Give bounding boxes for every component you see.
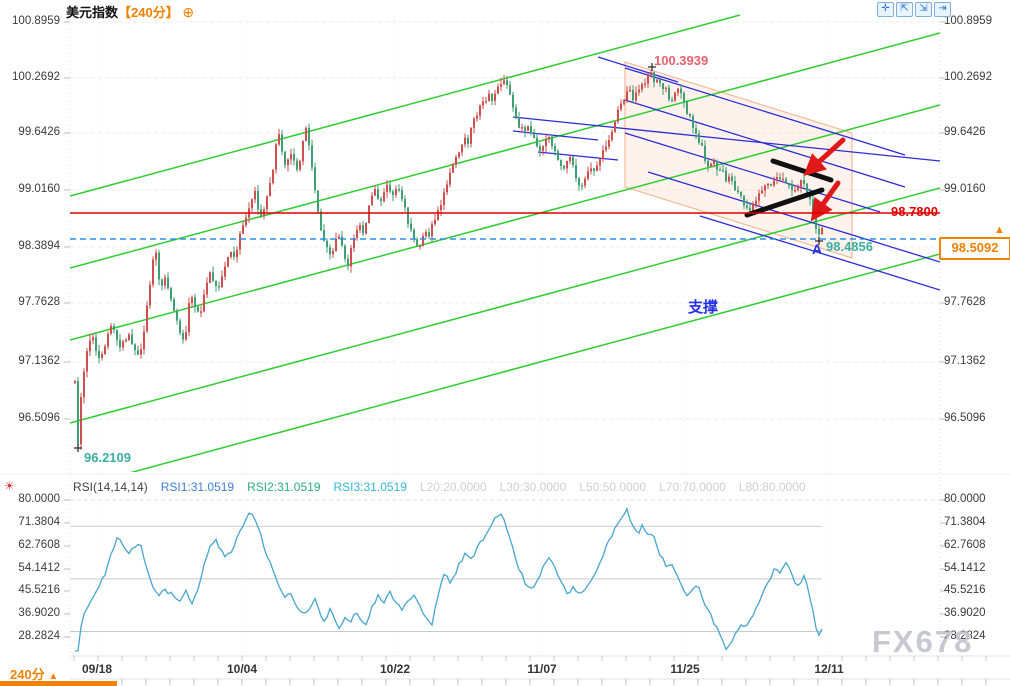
rsi-axis-left-label: 36.9020: [18, 607, 60, 619]
recent-low-annotation: 98.4856: [826, 239, 873, 254]
chart-toolbar: ✛ ⇱ ⇲ ⇥: [877, 2, 951, 17]
price-axis-left-label: 97.1362: [18, 355, 60, 367]
rsi-legend-item: L80:80.0000: [738, 480, 806, 494]
price-axis-left-label: 96.5096: [18, 412, 60, 424]
a-wave-marker: A: [812, 241, 823, 257]
rsi-legend-item: L50:50.0000: [579, 480, 647, 494]
zoom-main-window-icon[interactable]: ⇲: [915, 2, 932, 17]
date-axis-label: 12/11: [814, 662, 844, 676]
rsi-axis-right-label: 71.3804: [944, 516, 986, 528]
rsi-axis-left-label: 71.3804: [18, 516, 60, 528]
rsi-axis-right-label: 45.5216: [944, 584, 986, 596]
date-axis-label: 11/25: [670, 662, 700, 676]
indicator-settings-icon[interactable]: ☀: [4, 479, 15, 493]
rsi-axis-left-label: 80.0000: [18, 493, 60, 505]
date-axis-label: 10/04: [226, 662, 258, 676]
rsi-legend-item: L30:30.0000: [499, 480, 567, 494]
rsi-axis-left-label: 54.1412: [18, 562, 60, 574]
symbol-title: 美元指数: [66, 5, 119, 20]
price-axis-left-label: 98.3894: [18, 240, 60, 252]
rsi-legend: RSI(14,14,14) RSI1:31.0519 RSI2:31.0519 RSI…: [73, 480, 806, 494]
price-axis-right-label: 99.6426: [944, 126, 986, 138]
rsi-legend-item: RSI3:31.0519: [333, 480, 407, 494]
rsi-axis-left-label: 28.2824: [18, 630, 60, 642]
rsi-legend-item: RSI(14,14,14): [73, 480, 148, 494]
rsi-legend-item: L20:20.0000: [419, 480, 487, 494]
price-axis-left-label: 100.8959: [12, 15, 60, 27]
price-axis-right-label: 97.1362: [944, 355, 986, 367]
zoom-indicator-window-icon[interactable]: ⇱: [896, 2, 913, 17]
price-axis-left-label: 99.0160: [18, 183, 60, 195]
rsi-axis-right-label: 28.2824: [944, 630, 986, 642]
support-label: 支撑: [688, 299, 719, 316]
date-axis-label: 11/07: [527, 662, 557, 676]
rsi-axis-right-label: 62.7608: [944, 539, 986, 551]
rsi-axis-left-label: 62.7608: [18, 539, 60, 551]
interval-label: 【240分】: [118, 5, 179, 20]
rsi-axis-right-label: 54.1412: [944, 562, 986, 574]
price-axis-right-label: 97.7628: [944, 296, 986, 308]
restore-layout-icon[interactable]: ⇥: [934, 2, 951, 17]
price-axis-right-label: 96.5096: [944, 412, 986, 424]
price-axis-right-label: 100.2692: [944, 71, 992, 83]
resistance-price-label: 98.7800: [891, 204, 938, 219]
rsi-axis-right-label: 80.0000: [944, 493, 986, 505]
price-axis-right-label: 100.8959: [944, 15, 992, 27]
price-axis-left-label: 97.7628: [18, 296, 60, 308]
rsi-legend-item: RSI2:31.0519: [247, 480, 321, 494]
rsi-axis-right-label: 36.9020: [944, 607, 986, 619]
price-up-arrow-icon: ▲: [994, 224, 1005, 236]
peak-price-annotation: 100.3939: [654, 53, 709, 68]
price-axis-left-label: 99.6426: [18, 126, 60, 138]
rsi-axis-left-label: 45.5216: [18, 584, 60, 596]
low-price-annotation: 96.2109: [84, 450, 131, 465]
date-axis-label: 09/18: [81, 662, 113, 676]
rsi-legend-item: RSI1:31.0519: [160, 480, 235, 494]
period-selector[interactable]: 240分 ▲: [10, 664, 58, 683]
rsi-legend-item: L70:70.0000: [659, 480, 726, 494]
period-label[interactable]: 240分: [10, 667, 45, 682]
crosshair-move-icon[interactable]: ✛: [877, 2, 894, 17]
chart-header: 美元指数【240分】 ⊕: [66, 2, 194, 21]
price-axis-right-label: 99.0160: [944, 183, 986, 195]
period-dropdown-arrow-icon: ▲: [48, 671, 59, 682]
price-axis-left-label: 100.2692: [12, 71, 60, 83]
date-axis-label: 10/22: [379, 662, 411, 676]
watermark: FX678: [872, 624, 974, 659]
add-indicator-icon[interactable]: ⊕: [182, 4, 195, 20]
current-price-tag: 98.5092: [939, 237, 1010, 260]
